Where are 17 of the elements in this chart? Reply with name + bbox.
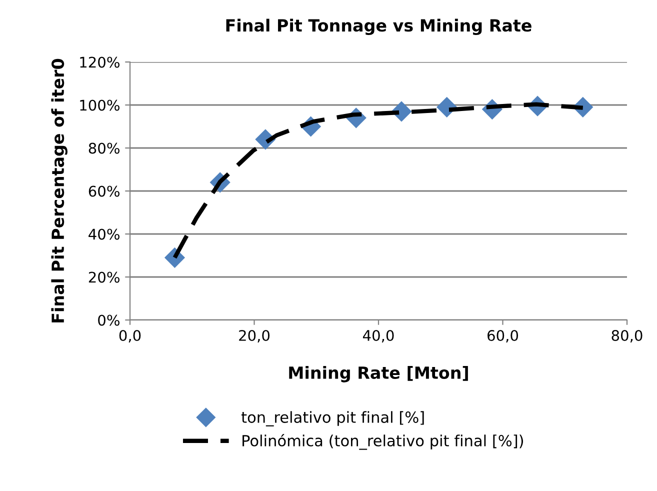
y-tick-label: 20% xyxy=(88,272,120,283)
x-tick-label: 20,0 xyxy=(239,330,270,342)
legend-label: Polinómica (ton_relativo pit final [%]) xyxy=(242,434,523,450)
x-tick-label: 80,0 xyxy=(612,330,642,342)
legend-label: ton_relativo pit final [%] xyxy=(241,411,424,426)
y-axis-title: Final Pit Percentage of iter0 xyxy=(51,58,68,322)
x-tick-label: 0,0 xyxy=(119,330,141,342)
y-tick-label: 80% xyxy=(88,142,120,154)
y-tick-label: 60% xyxy=(88,186,120,197)
x-axis-title: Mining Rate [Mton] xyxy=(289,366,468,382)
x-tick-label: 40,0 xyxy=(362,330,394,342)
y-tick-label: 100% xyxy=(80,100,120,111)
chart-title: Final Pit Tonnage vs Mining Rate xyxy=(226,18,532,36)
x-tick-label: 60,0 xyxy=(488,330,518,342)
y-tick-label: 120% xyxy=(80,56,120,68)
y-tick-label: 40% xyxy=(88,228,120,240)
y-tick-label: 0% xyxy=(98,314,120,326)
